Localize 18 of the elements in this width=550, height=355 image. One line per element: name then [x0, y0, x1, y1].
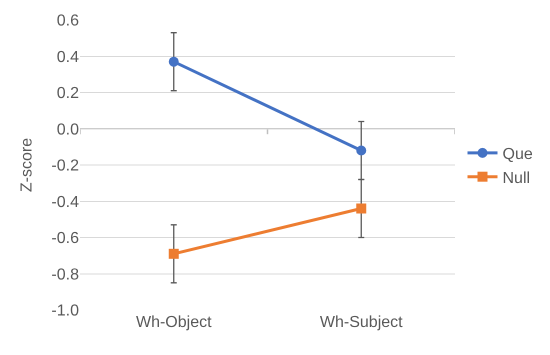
y-tick-label: 0.4	[56, 48, 80, 66]
y-tick-label: -0.4	[51, 194, 80, 211]
legend-label: Que	[502, 146, 533, 164]
y-tick-label: 0.6	[56, 12, 80, 30]
y-axis-title: Z-score	[18, 138, 36, 192]
point	[356, 146, 366, 156]
x-tick-label: Wh-Subject	[320, 314, 404, 331]
x-tick-label: Wh-Object	[136, 314, 212, 331]
y-tick-label: -0.6	[51, 230, 80, 248]
point	[168, 56, 179, 67]
point	[356, 204, 366, 214]
y-tick-label: -0.8	[51, 266, 80, 284]
y-tick-label: 0.2	[56, 85, 80, 102]
legend-label: Null	[502, 170, 530, 187]
y-tick-label: -0.2	[51, 158, 80, 175]
y-tick-label: 0.0	[56, 121, 80, 138]
y-tick-label: -1.0	[51, 302, 80, 320]
point	[168, 248, 179, 259]
